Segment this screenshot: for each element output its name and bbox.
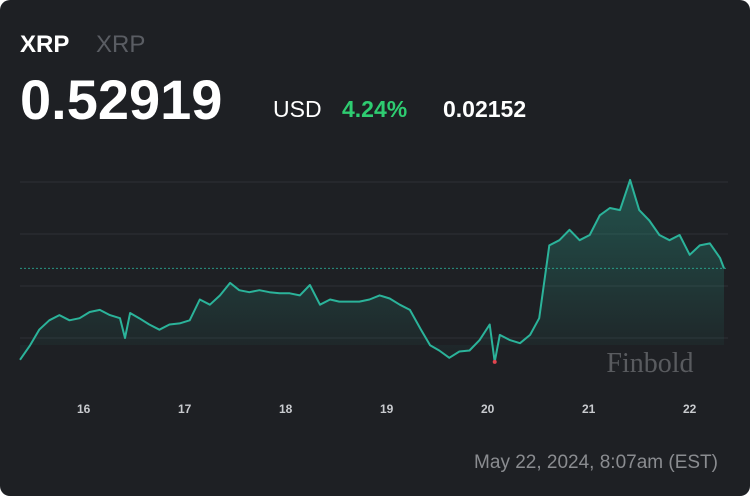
price: 0.52919: [20, 68, 222, 131]
subtitle: XRP: [96, 31, 145, 58]
symbol: XRP: [20, 31, 69, 58]
plot: 16 17 18 19 20 21 22: [19, 178, 728, 416]
x-tick-label: 18: [279, 402, 293, 416]
change: 0.02152: [443, 96, 526, 122]
currency: USD: [273, 96, 322, 122]
x-tick-label: 22: [683, 402, 697, 416]
x-tick-label: 17: [178, 402, 192, 416]
x-tick-label: 16: [77, 402, 91, 416]
price-line: [19, 178, 725, 363]
x-tick-label: 21: [582, 402, 596, 416]
timestamp: May 22, 2024, 8:07am (EST): [474, 452, 718, 473]
x-tick-label: 20: [481, 402, 495, 416]
low-marker: [492, 359, 497, 364]
price-area: [20, 179, 724, 362]
x-tick-label: 19: [380, 402, 394, 416]
change-percent: 4.24%: [342, 96, 407, 122]
watermark: Finbold: [606, 348, 693, 379]
